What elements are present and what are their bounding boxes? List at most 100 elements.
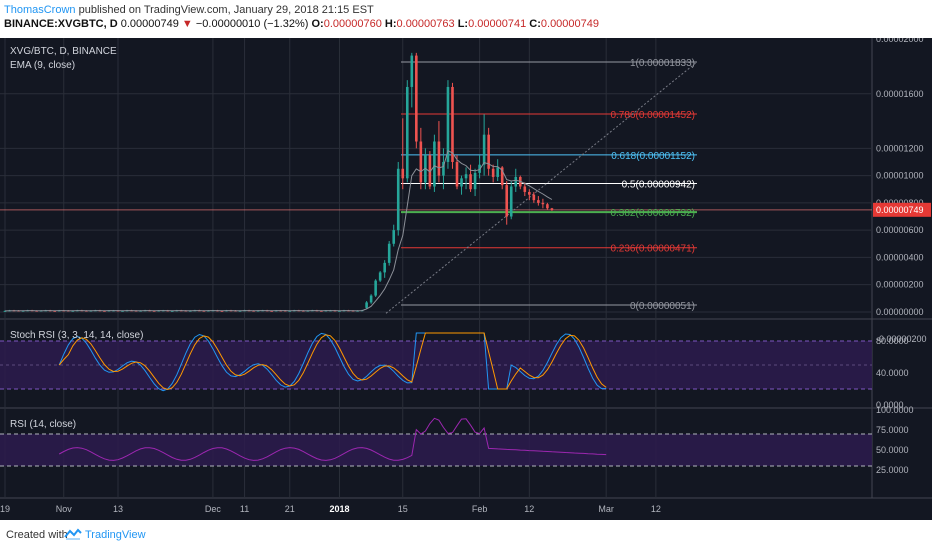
time-axis-label: Nov [56, 504, 73, 514]
candle-down [152, 310, 156, 312]
ema-line [4, 149, 553, 312]
candle-up [374, 280, 377, 296]
candle-down [491, 168, 495, 177]
rsi-pane-title[interactable]: RSI (14, close) [10, 419, 76, 430]
open-value: 0.00000760 [323, 18, 382, 30]
price-axis-label: -0.00000200 [876, 334, 927, 344]
candle-up [369, 295, 373, 303]
low-value: 0.00000741 [468, 18, 527, 30]
candle-up [473, 172, 477, 190]
rsi-line [58, 417, 607, 461]
stoch-axis-label: 40.0000 [876, 368, 909, 378]
price-axis-label: 0.00000000 [876, 307, 924, 317]
symbol-label: BINANCE:XVGBTC, D [4, 18, 118, 30]
rsi-axis-label: 50.0000 [876, 445, 909, 455]
candle-down [505, 185, 509, 217]
price-axis-label: 0.00001600 [876, 89, 924, 99]
candle-down [320, 310, 323, 312]
stoch-pane-title[interactable]: Stoch RSI (3, 3, 14, 14, close) [10, 330, 143, 341]
price-axis-label: 0.00001200 [876, 143, 924, 153]
time-axis-label: 12 [524, 504, 534, 514]
down-arrow-icon: ▼ [181, 18, 193, 30]
price-axis-label: 0.00000400 [876, 252, 924, 262]
rsi-axis-label: 75.0000 [876, 425, 909, 435]
time-axis-label: 2018 [329, 504, 349, 514]
candle-up [509, 186, 513, 217]
rsi-axis-label: 25.0000 [876, 465, 909, 475]
candle-up [446, 86, 450, 162]
candle-up [464, 174, 468, 179]
time-axis-label: Mar [598, 504, 614, 514]
candle-up [3, 310, 7, 312]
candle-up [338, 310, 341, 312]
candle-down [428, 155, 432, 187]
candle-down [469, 174, 472, 190]
candle-down [487, 134, 490, 169]
ohlc-info: BINANCE:XVGBTC, D 0.00000749 ▼ −0.000000… [4, 18, 599, 30]
candle-down [415, 55, 418, 142]
candle-down [546, 204, 549, 209]
close-value: 0.00000749 [540, 18, 600, 30]
high-label: H: [384, 18, 397, 30]
candle-down [550, 208, 554, 210]
time-axis-label: 15 [398, 504, 408, 514]
rsi-axis-label: 100.0000 [876, 405, 914, 415]
fib-level-label: 0.786(0.00001452) [610, 110, 695, 121]
candle-down [528, 191, 531, 195]
candle-down [451, 86, 454, 162]
high-value: 0.00000763 [396, 18, 455, 30]
tradingview-brand-link[interactable]: TradingView [85, 529, 146, 541]
candle-down [103, 310, 106, 312]
time-axis-label: 12 [651, 504, 661, 514]
change-value: −0.00000010 (−1.32%) [195, 18, 309, 30]
price-axis-label: 0.00001000 [876, 171, 924, 181]
candle-up [392, 230, 396, 244]
chart-canvas[interactable]: 1(0.00001833) 0.786(0.00001452) 0.618(0.00… [0, 38, 932, 520]
candle-down [532, 194, 536, 201]
candle-up [71, 310, 75, 312]
time-axis-label: 21 [285, 504, 295, 514]
fib-level-label: 0.382(0.00000732) [610, 208, 695, 219]
footer: Created with TradingView [0, 520, 932, 550]
candle-up [170, 310, 174, 312]
candle-up [442, 161, 445, 176]
published-text: published on TradingView.com, January 29… [78, 4, 374, 16]
candle-up [238, 310, 242, 312]
candle-down [53, 310, 57, 312]
stoch-axis-label: 80.0000 [876, 336, 909, 346]
stoch-k-line [58, 332, 607, 392]
fib-level-label: 0.236(0.00000471) [610, 244, 695, 255]
chart-area[interactable]: 1(0.00001833) 0.786(0.00001452) 0.618(0.00… [0, 38, 932, 520]
fib-level-label: 0.618(0.00001152) [611, 151, 695, 162]
fib-level-label: 0.5(0.00000942) [622, 180, 695, 191]
candle-up [410, 55, 414, 87]
candle-up [121, 310, 124, 312]
candle-up [396, 168, 400, 231]
author-link[interactable]: ThomasCrown [4, 4, 76, 16]
candle-down [455, 161, 459, 187]
ema-indicator-label[interactable]: EMA (9, close) [10, 60, 75, 71]
time-axis-label: 13 [113, 504, 123, 514]
time-axis-label: 11 [240, 504, 249, 514]
candle-up [433, 141, 436, 187]
candle-up [405, 86, 409, 179]
rsi-band [0, 434, 872, 466]
candle-down [523, 186, 527, 192]
candle-down [537, 200, 540, 203]
candle-up [514, 176, 518, 187]
candle-down [220, 310, 224, 312]
candle-up [496, 167, 499, 177]
time-axis-label: Feb [472, 504, 488, 514]
close-label: C: [529, 18, 541, 30]
price-axis-label: 0.00000200 [876, 280, 924, 290]
candle-up [365, 302, 368, 308]
stoch-axis-label: 0.0000 [876, 400, 904, 410]
last-price-tag [873, 202, 931, 217]
stoch-band [0, 341, 872, 389]
candle-down [541, 202, 545, 205]
time-axis-label: Dec [205, 504, 222, 514]
fib-level-label: 0(0.00000051) [630, 301, 695, 312]
candle-down [500, 167, 504, 186]
tradingview-logo-icon [64, 528, 82, 540]
candle-up [383, 262, 386, 273]
